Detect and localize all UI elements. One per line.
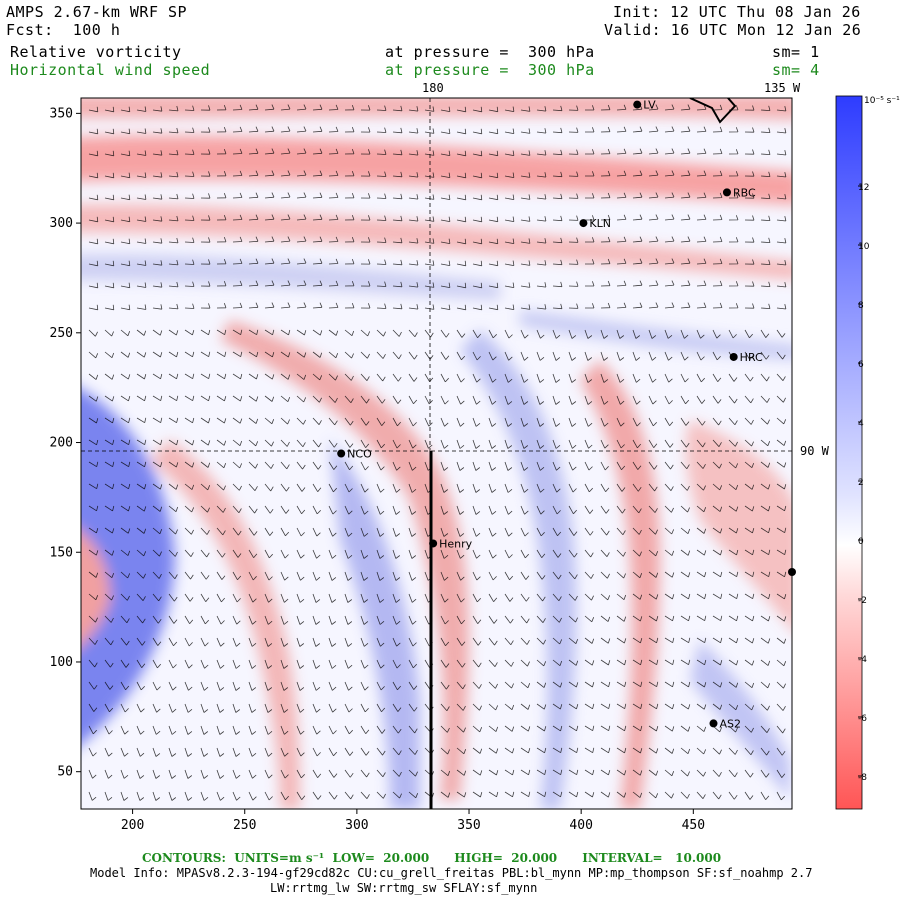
init-time: Init: 12 UTC Thu 08 Jan 26 bbox=[613, 3, 861, 21]
forecast-hour: Fcst: 100 h bbox=[6, 21, 121, 39]
colorbar-labels: 12 10 8 6 4 2 0 -2 -4 -6 -8 bbox=[858, 183, 870, 783]
model-title: AMPS 2.67-km WRF SP bbox=[6, 3, 188, 21]
station-marker bbox=[709, 719, 718, 728]
contours-info: CONTOURS: UNITS=m s⁻¹ LOW= 20.000 HIGH= … bbox=[142, 851, 722, 865]
station-label: LV bbox=[643, 99, 656, 112]
colorbar-label: 2 bbox=[858, 478, 864, 488]
station-label: HRC bbox=[740, 351, 763, 364]
station-marker bbox=[337, 449, 346, 458]
field2-level: at pressure = 300 hPa bbox=[385, 61, 595, 79]
station-label: AS2 bbox=[719, 717, 741, 730]
colorbar-label: -4 bbox=[858, 655, 867, 665]
station-markers: KLN RBC HRC NCO Henry AS2 LV bbox=[337, 99, 796, 730]
station-marker bbox=[788, 568, 796, 576]
station-marker bbox=[722, 188, 731, 197]
y-tick-label: 150 bbox=[50, 545, 73, 560]
field2-name: Horizontal wind speed bbox=[10, 61, 211, 79]
colorbar-label: 8 bbox=[858, 301, 864, 311]
lon-label-180: 180 bbox=[422, 81, 444, 95]
x-tick-label: 200 bbox=[121, 818, 144, 833]
y-tick-label: 100 bbox=[50, 655, 73, 670]
colorbar-label: 10 bbox=[858, 242, 870, 252]
y-tick-label: 350 bbox=[50, 106, 73, 121]
x-tick-label: 400 bbox=[569, 818, 592, 833]
field2-smoothing: sm= 4 bbox=[772, 61, 820, 79]
colorbar bbox=[835, 95, 863, 810]
station-label: KLN bbox=[589, 217, 611, 230]
x-axis: 200 250 300 350 400 450 bbox=[121, 809, 705, 833]
wind-barbs bbox=[88, 104, 787, 801]
y-tick-label: 300 bbox=[50, 216, 73, 231]
colorbar-label: 0 bbox=[858, 537, 864, 547]
colorbar-units: 10⁻⁵ s⁻¹ bbox=[864, 96, 900, 106]
field1-smoothing: sm= 1 bbox=[772, 43, 820, 61]
plot-frame bbox=[80, 97, 793, 810]
model-info: Model Info: MPASv8.2.3-194-gf29cd82c CU:… bbox=[90, 866, 813, 880]
station-label: Henry bbox=[439, 537, 473, 550]
colorbar-label: -2 bbox=[858, 596, 867, 606]
station-label: NCO bbox=[347, 448, 372, 461]
station-label: RBC bbox=[733, 186, 756, 199]
model-info-physics: LW:rrtmg_lw SW:rrtmg_sw SFLAY:sf_mynn bbox=[270, 881, 538, 895]
y-tick-label: 200 bbox=[50, 436, 73, 451]
x-tick-label: 250 bbox=[233, 818, 256, 833]
valid-time: Valid: 16 UTC Mon 12 Jan 26 bbox=[604, 21, 862, 39]
y-axis: 350 300 250 200 150 100 50 bbox=[50, 106, 81, 780]
station-marker bbox=[579, 219, 588, 228]
x-tick-label: 300 bbox=[345, 818, 368, 833]
station-marker bbox=[429, 539, 438, 548]
station-marker bbox=[633, 100, 642, 109]
colorbar-label: -6 bbox=[858, 714, 867, 724]
station-marker bbox=[729, 352, 738, 361]
x-tick-label: 450 bbox=[682, 818, 705, 833]
x-tick-label: 350 bbox=[457, 818, 480, 833]
lon-label-135w: 135 W bbox=[764, 81, 801, 95]
colorbar-label: -8 bbox=[858, 773, 867, 783]
lon-label-90w: 90 W bbox=[800, 444, 830, 458]
vorticity-field bbox=[81, 98, 792, 809]
coastline bbox=[689, 98, 737, 124]
colorbar-label: 12 bbox=[858, 183, 869, 193]
y-tick-label: 250 bbox=[50, 326, 73, 341]
field1-name: Relative vorticity bbox=[10, 43, 182, 61]
y-tick-label: 50 bbox=[57, 765, 73, 780]
field1-level: at pressure = 300 hPa bbox=[385, 43, 595, 61]
colorbar-label: 6 bbox=[858, 360, 864, 370]
colorbar-label: 4 bbox=[858, 419, 864, 429]
